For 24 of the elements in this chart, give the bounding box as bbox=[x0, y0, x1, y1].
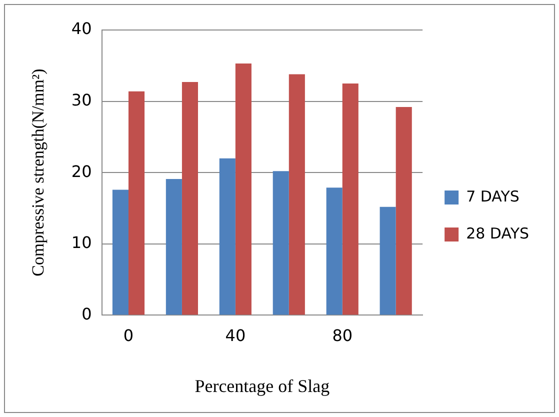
y-tick-label: 30 bbox=[71, 90, 92, 110]
bar bbox=[219, 158, 236, 315]
bar bbox=[166, 179, 182, 315]
bar bbox=[396, 107, 412, 315]
bar bbox=[342, 83, 358, 315]
legend-label: 7 DAYS bbox=[466, 187, 520, 206]
bar bbox=[272, 171, 289, 315]
bar bbox=[380, 206, 396, 315]
x-axis-title: Percentage of Slag bbox=[194, 376, 330, 396]
bar bbox=[112, 190, 128, 315]
bar bbox=[235, 64, 252, 315]
bar bbox=[326, 188, 342, 315]
legend-label: 28 DAYS bbox=[466, 224, 530, 242]
bar bbox=[288, 74, 305, 315]
x-tick-label: 40 bbox=[225, 326, 246, 345]
y-tick-label: 0 bbox=[82, 304, 92, 324]
bar bbox=[128, 91, 145, 315]
x-tick-label: 0 bbox=[123, 326, 134, 345]
y-tick-label: 10 bbox=[71, 233, 92, 252]
y-tick-label: 20 bbox=[71, 162, 92, 181]
y-tick-label: 40 bbox=[71, 19, 92, 38]
x-tick-label: 80 bbox=[332, 326, 353, 345]
bar bbox=[182, 82, 198, 315]
y-axis-title: Compressive strength(N/mm²) bbox=[28, 68, 48, 276]
